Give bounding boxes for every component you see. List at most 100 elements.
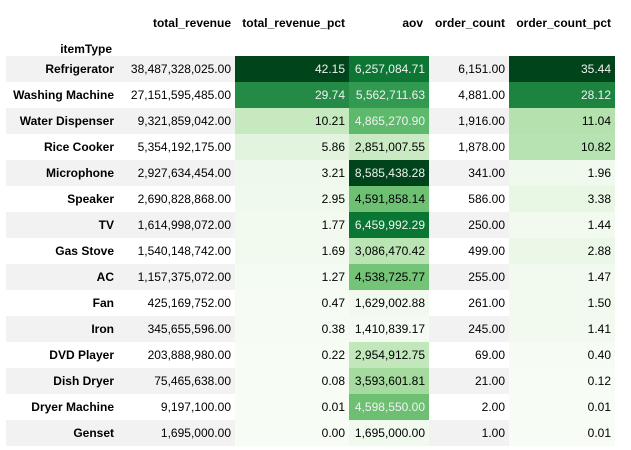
cell-order-count-pct: 1.44	[509, 212, 615, 238]
cell-order-count: 1,878.00	[429, 134, 509, 160]
cell-order-count: 6,151.00	[429, 56, 509, 82]
cell-order-count: 499.00	[429, 238, 509, 264]
cell-total-revenue: 1,157,375,072.00	[118, 264, 235, 290]
row-label: Speaker	[6, 186, 118, 212]
cell-order-count: 4,881.00	[429, 82, 509, 108]
table-row: Dish Dryer 75,465,638.00 0.08 3,593,601.81 2…	[6, 368, 615, 394]
table-row: Dryer Machine 9,197,100.00 0.01 4,598,550.0…	[6, 394, 615, 420]
cell-order-count-pct: 0.01	[509, 420, 615, 446]
column-header-order-count: order_count	[434, 16, 505, 30]
cell-total-revenue: 27,151,595,485.00	[118, 82, 235, 108]
column-header-total-revenue: total_revenue	[152, 16, 231, 30]
table-row: Refrigerator 38,487,328,025.00 42.15 6,257,…	[6, 56, 615, 82]
row-label: Gas Stove	[6, 238, 118, 264]
cell-total-revenue-pct: 1.27	[235, 264, 349, 290]
cell-order-count: 1,916.00	[429, 108, 509, 134]
blank-header-cell	[429, 30, 509, 56]
cell-total-revenue-pct: 42.15	[235, 56, 349, 82]
cell-total-revenue-pct: 3.21	[235, 160, 349, 186]
column-header-row: total_revenue total_revenue_pct aov orde…	[6, 4, 615, 30]
cell-total-revenue: 38,487,328,025.00	[118, 56, 235, 82]
index-name-row: itemType	[6, 30, 615, 56]
blank-header-cell	[6, 4, 118, 30]
table-row: Speaker 2,690,828,868.00 2.95 4,591,858.14 5…	[6, 186, 615, 212]
cell-total-revenue: 9,197,100.00	[118, 394, 235, 420]
cell-total-revenue: 425,169,752.00	[118, 290, 235, 316]
cell-order-count-pct: 0.01	[509, 394, 615, 420]
row-label: Refrigerator	[6, 56, 118, 82]
row-label: Fan	[6, 290, 118, 316]
cell-aov: 5,562,711.63	[349, 82, 429, 108]
cell-order-count-pct: 28.12	[509, 82, 615, 108]
cell-aov: 4,598,550.00	[349, 394, 429, 420]
cell-aov: 4,538,725.77	[349, 264, 429, 290]
styled-dataframe: total_revenue total_revenue_pct aov orde…	[6, 4, 615, 446]
cell-total-revenue-pct: 1.69	[235, 238, 349, 264]
cell-total-revenue: 9,321,859,042.00	[118, 108, 235, 134]
row-label: DVD Player	[6, 342, 118, 368]
cell-total-revenue: 1,614,998,072.00	[118, 212, 235, 238]
cell-order-count-pct: 1.41	[509, 316, 615, 342]
cell-order-count-pct: 1.50	[509, 290, 615, 316]
column-header-aov: aov	[402, 16, 423, 30]
table-row: Iron 345,655,596.00 0.38 1,410,839.17 245.00…	[6, 316, 615, 342]
cell-aov: 3,593,601.81	[349, 368, 429, 394]
row-label: Iron	[6, 316, 118, 342]
cell-total-revenue: 75,465,638.00	[118, 368, 235, 394]
blank-header-cell	[349, 30, 429, 56]
cell-total-revenue-pct: 0.22	[235, 342, 349, 368]
cell-total-revenue-pct: 0.01	[235, 394, 349, 420]
table-header: total_revenue total_revenue_pct aov orde…	[6, 4, 615, 56]
cell-order-count: 255.00	[429, 264, 509, 290]
cell-order-count: 341.00	[429, 160, 509, 186]
row-label: Water Dispenser	[6, 108, 118, 134]
cell-order-count: 2.00	[429, 394, 509, 420]
row-label: TV	[6, 212, 118, 238]
row-label: Dish Dryer	[6, 368, 118, 394]
cell-order-count: 261.00	[429, 290, 509, 316]
table-row: AC 1,157,375,072.00 1.27 4,538,725.77 255.00…	[6, 264, 615, 290]
column-header-total-revenue-pct: total_revenue_pct	[242, 16, 345, 30]
table-row: Fan 425,169,752.00 0.47 1,629,002.88 261.00 1…	[6, 290, 615, 316]
cell-order-count-pct: 2.88	[509, 238, 615, 264]
cell-total-revenue-pct: 0.00	[235, 420, 349, 446]
cell-aov: 4,591,858.14	[349, 186, 429, 212]
cell-order-count-pct: 0.40	[509, 342, 615, 368]
cell-order-count-pct: 11.04	[509, 108, 615, 134]
cell-aov: 6,257,084.71	[349, 56, 429, 82]
blank-header-cell	[235, 30, 349, 56]
cell-total-revenue: 1,540,148,742.00	[118, 238, 235, 264]
cell-order-count: 250.00	[429, 212, 509, 238]
cell-order-count-pct: 3.38	[509, 186, 615, 212]
cell-aov: 6,459,992.29	[349, 212, 429, 238]
cell-order-count-pct: 1.96	[509, 160, 615, 186]
cell-order-count: 245.00	[429, 316, 509, 342]
blank-header-cell	[118, 30, 235, 56]
table-row: Water Dispenser 9,321,859,042.00 10.21 4,86…	[6, 108, 615, 134]
table-row: Microphone 2,927,634,454.00 3.21 8,585,438.…	[6, 160, 615, 186]
table-row: Genset 1,695,000.00 0.00 1,695,000.00 1.00 0.…	[6, 420, 615, 446]
row-label: AC	[6, 264, 118, 290]
cell-order-count: 69.00	[429, 342, 509, 368]
cell-aov: 1,695,000.00	[349, 420, 429, 446]
row-label: Dryer Machine	[6, 394, 118, 420]
row-label: Genset	[6, 420, 118, 446]
cell-aov: 1,410,839.17	[349, 316, 429, 342]
cell-total-revenue-pct: 10.21	[235, 108, 349, 134]
table-body: Refrigerator 38,487,328,025.00 42.15 6,257,…	[6, 56, 615, 446]
cell-aov: 3,086,470.42	[349, 238, 429, 264]
cell-order-count-pct: 35.44	[509, 56, 615, 82]
cell-aov: 4,865,270.90	[349, 108, 429, 134]
cell-total-revenue: 5,354,192,175.00	[118, 134, 235, 160]
blank-header-cell	[509, 30, 615, 56]
cell-aov: 2,954,912.75	[349, 342, 429, 368]
cell-aov: 2,851,007.55	[349, 134, 429, 160]
cell-total-revenue: 2,927,634,454.00	[118, 160, 235, 186]
cell-aov: 8,585,438.28	[349, 160, 429, 186]
cell-order-count-pct: 1.47	[509, 264, 615, 290]
table-row: DVD Player 203,888,980.00 0.22 2,954,912.75…	[6, 342, 615, 368]
row-label: Microphone	[6, 160, 118, 186]
table-row: Rice Cooker 5,354,192,175.00 5.86 2,851,007…	[6, 134, 615, 160]
cell-order-count: 1.00	[429, 420, 509, 446]
